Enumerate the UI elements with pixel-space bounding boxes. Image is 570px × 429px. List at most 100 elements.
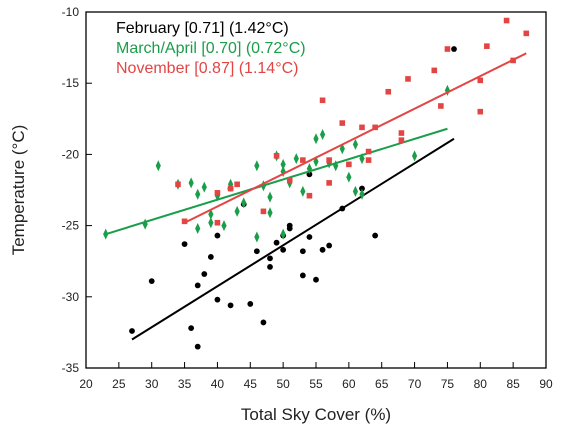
data-point xyxy=(477,77,484,84)
data-point xyxy=(359,188,365,200)
legend-entry: February [0.71] (1.42°C) xyxy=(116,20,289,37)
x-tick-label: 85 xyxy=(506,377,520,391)
data-point xyxy=(523,30,530,37)
trend-line xyxy=(105,127,448,236)
data-point xyxy=(313,276,319,283)
data-point xyxy=(405,76,411,82)
x-tick-label: 55 xyxy=(309,377,323,391)
data-point xyxy=(194,282,201,289)
data-point xyxy=(280,246,287,253)
data-point xyxy=(234,205,240,217)
data-point xyxy=(306,163,313,175)
data-point xyxy=(280,165,286,177)
data-point xyxy=(267,255,273,262)
data-point xyxy=(201,181,207,193)
data-point xyxy=(444,46,451,52)
data-point xyxy=(306,171,313,178)
data-point xyxy=(273,239,280,246)
data-point xyxy=(346,161,352,168)
x-tick-label: 50 xyxy=(276,377,290,391)
data-point xyxy=(194,343,201,350)
data-point xyxy=(221,220,227,232)
data-point xyxy=(398,130,405,136)
data-point xyxy=(195,188,201,200)
data-point xyxy=(227,185,234,192)
data-point xyxy=(300,185,306,197)
data-point xyxy=(398,137,405,143)
data-point xyxy=(359,153,365,165)
trend-line xyxy=(131,137,455,341)
data-point xyxy=(503,17,510,24)
x-tick-label: 35 xyxy=(178,377,192,391)
y-tick-label: -25 xyxy=(62,219,80,233)
data-point xyxy=(438,103,444,109)
data-point xyxy=(155,160,161,172)
data-point xyxy=(299,272,306,279)
x-tick-label: 60 xyxy=(342,377,356,391)
series-2 xyxy=(103,84,451,243)
data-point xyxy=(411,150,418,162)
data-point xyxy=(300,157,306,163)
data-point xyxy=(188,325,195,332)
data-point xyxy=(175,181,181,188)
data-point xyxy=(181,218,188,225)
data-point xyxy=(319,97,326,104)
x-tick-label: 25 xyxy=(112,377,126,391)
data-point xyxy=(352,138,359,150)
data-point xyxy=(359,185,365,192)
data-point xyxy=(319,246,326,253)
data-point xyxy=(267,191,273,203)
data-point xyxy=(293,153,299,165)
data-point xyxy=(372,232,379,239)
data-point xyxy=(142,218,148,230)
data-point xyxy=(280,158,286,170)
data-point xyxy=(254,231,260,243)
data-point xyxy=(326,157,332,169)
data-point xyxy=(286,222,293,229)
data-point xyxy=(234,181,240,188)
data-point xyxy=(241,197,247,209)
x-tick-label: 20 xyxy=(79,377,93,391)
legend: February [0.71] (1.42°C) March/April [0.7… xyxy=(116,20,306,77)
trend-line xyxy=(184,52,527,224)
data-point xyxy=(339,120,346,126)
data-point xyxy=(208,217,214,229)
x-tick-label: 65 xyxy=(375,377,389,391)
x-tick-label: 80 xyxy=(474,377,488,391)
data-point xyxy=(365,148,372,155)
data-point xyxy=(273,153,280,159)
data-point xyxy=(214,232,221,239)
data-point xyxy=(319,128,326,140)
x-tick-label: 75 xyxy=(441,377,455,391)
data-point xyxy=(346,171,352,183)
data-point xyxy=(510,57,516,64)
data-point xyxy=(326,180,332,186)
data-point xyxy=(359,124,365,131)
y-tick-label: -35 xyxy=(62,361,80,375)
data-point xyxy=(260,208,267,215)
data-point xyxy=(313,133,319,145)
data-point xyxy=(339,205,346,212)
data-point xyxy=(260,180,267,192)
series-3 xyxy=(175,17,530,226)
legend-entry: November [0.87] (1.14°C) xyxy=(116,60,298,77)
x-tick-label: 70 xyxy=(408,377,422,391)
data-point xyxy=(306,234,313,240)
data-point xyxy=(207,254,214,260)
x-tick-label: 45 xyxy=(244,377,258,391)
y-tick-label: -20 xyxy=(62,147,80,161)
data-point xyxy=(247,301,254,307)
data-point xyxy=(129,328,135,334)
data-point xyxy=(227,302,234,309)
data-point xyxy=(326,242,333,249)
y-tick-label: -10 xyxy=(62,5,80,19)
series-1 xyxy=(129,46,457,350)
data-point xyxy=(280,228,286,240)
data-point xyxy=(267,207,273,219)
data-point xyxy=(188,177,194,189)
data-point xyxy=(201,271,208,277)
data-point xyxy=(181,241,188,248)
data-point xyxy=(286,177,293,183)
x-tick-label: 40 xyxy=(211,377,225,391)
data-point xyxy=(431,67,438,74)
